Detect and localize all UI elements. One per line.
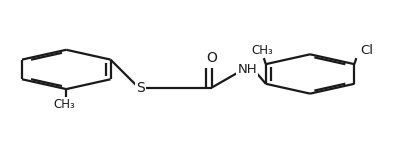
Text: NH: NH <box>237 63 257 76</box>
Text: Cl: Cl <box>360 44 373 57</box>
Text: CH₃: CH₃ <box>251 44 273 57</box>
Text: CH₃: CH₃ <box>53 98 75 111</box>
Text: O: O <box>206 51 217 65</box>
Text: S: S <box>137 81 145 95</box>
